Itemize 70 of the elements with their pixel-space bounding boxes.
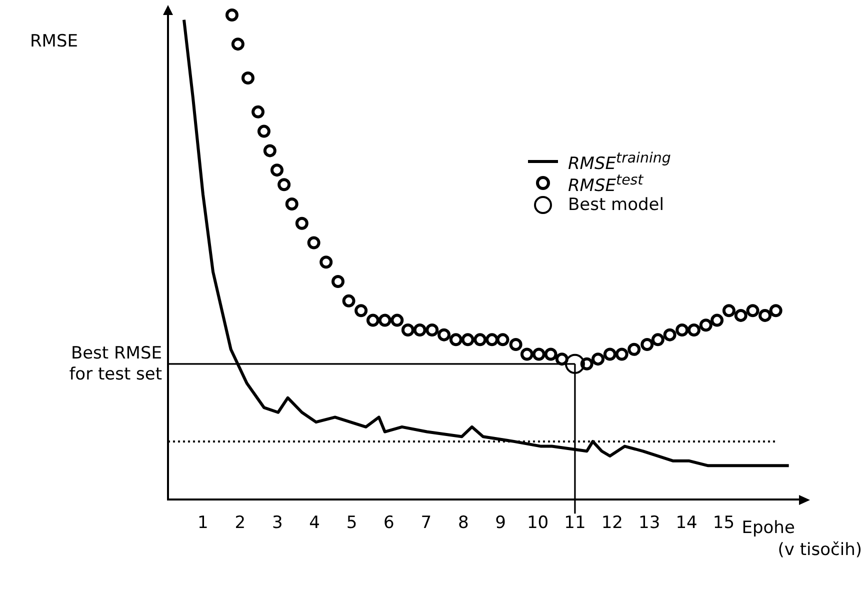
x-tick-label: 6 — [384, 513, 394, 534]
point — [580, 357, 594, 370]
point — [603, 348, 616, 361]
point — [651, 333, 664, 346]
x-tick-label: 4 — [309, 513, 320, 534]
ref-line-label: Best RMSE for test set — [69, 343, 162, 384]
point — [378, 314, 392, 327]
point — [722, 304, 736, 318]
point — [628, 342, 641, 356]
point — [390, 314, 404, 327]
point — [710, 314, 724, 327]
point — [555, 352, 568, 366]
point — [676, 323, 689, 336]
point — [225, 8, 238, 22]
point — [592, 352, 605, 366]
point — [520, 348, 534, 361]
legend-label: Best model — [568, 194, 664, 216]
x-tick-label: 7 — [420, 513, 432, 534]
x-tick-label: 13 — [638, 513, 660, 534]
x-tick-label: 14 — [676, 513, 698, 534]
point — [285, 197, 298, 210]
text: RMSE — [30, 31, 78, 52]
x-tick-label: 12 — [601, 513, 623, 534]
point — [270, 164, 284, 177]
point — [615, 348, 628, 361]
x-tick-label: 1 — [198, 513, 208, 534]
x-tick-label: 3 — [272, 513, 283, 534]
x-tick-label: 2 — [234, 513, 246, 534]
point — [496, 333, 510, 346]
point — [342, 294, 356, 308]
x-tick-label: 8 — [458, 513, 469, 534]
point — [640, 338, 654, 352]
point — [486, 333, 498, 346]
point — [509, 338, 522, 352]
point — [461, 333, 474, 346]
point — [769, 304, 782, 318]
point — [544, 348, 558, 361]
point — [687, 323, 700, 336]
point — [699, 318, 712, 332]
point — [257, 124, 270, 138]
point — [734, 308, 748, 322]
point — [278, 178, 291, 192]
point — [663, 328, 676, 342]
point — [746, 304, 760, 318]
point — [295, 216, 308, 230]
x-tick-label: 15 — [712, 513, 735, 534]
point — [354, 304, 368, 318]
x-tick-label: 9 — [495, 513, 506, 534]
point — [366, 314, 380, 327]
x-tick-label: 11 — [564, 513, 586, 534]
point — [758, 308, 772, 322]
point — [438, 328, 451, 342]
point — [263, 144, 276, 158]
point — [426, 323, 439, 336]
point — [532, 348, 546, 361]
point — [401, 323, 414, 336]
x-axis-title: Epohe (v tisočih) — [742, 518, 862, 560]
legend-label: RMSE$^{training}$ — [568, 150, 671, 174]
point — [320, 256, 333, 269]
point — [307, 236, 320, 250]
point — [331, 275, 344, 288]
x-tick-label: 5 — [346, 513, 358, 534]
point — [252, 105, 265, 118]
x-tick-label: 10 — [526, 513, 549, 534]
point — [241, 72, 254, 84]
point — [449, 333, 462, 346]
point — [474, 333, 487, 346]
legend-label: RMSE$^{test}$ — [568, 172, 644, 196]
point — [231, 38, 244, 51]
point — [413, 323, 426, 336]
